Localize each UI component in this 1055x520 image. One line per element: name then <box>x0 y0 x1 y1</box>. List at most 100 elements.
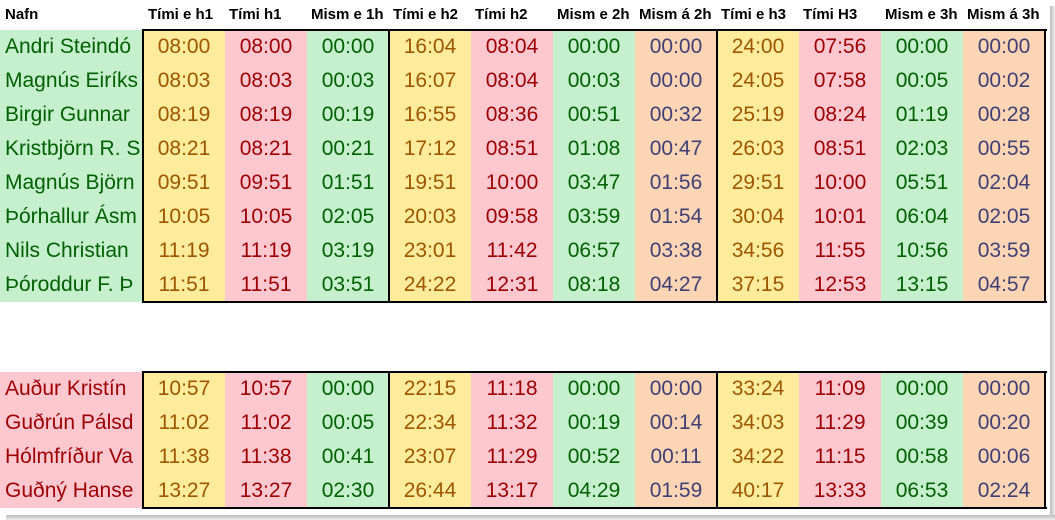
time-cell[interactable]: 00:20 <box>963 406 1045 440</box>
time-cell[interactable]: 02:30 <box>307 474 389 508</box>
time-cell[interactable]: 11:51 <box>143 268 225 302</box>
time-cell[interactable]: 00:06 <box>963 440 1045 474</box>
time-cell[interactable]: 24:22 <box>389 268 471 302</box>
time-cell[interactable]: 11:51 <box>225 268 307 302</box>
time-cell[interactable]: 34:03 <box>717 406 799 440</box>
time-cell[interactable]: 00:03 <box>553 64 635 98</box>
time-cell[interactable]: 00:00 <box>635 30 717 64</box>
time-cell[interactable]: 11:15 <box>799 440 881 474</box>
time-cell[interactable]: 00:41 <box>307 440 389 474</box>
time-cell[interactable]: 00:00 <box>881 30 963 64</box>
name-cell[interactable]: Andri Steindó <box>0 30 143 64</box>
time-cell[interactable]: 00:52 <box>553 440 635 474</box>
time-cell[interactable]: 10:00 <box>471 166 553 200</box>
time-cell[interactable]: 22:34 <box>389 406 471 440</box>
time-cell[interactable]: 00:00 <box>553 30 635 64</box>
time-cell[interactable]: 00:47 <box>635 132 717 166</box>
time-cell[interactable]: 00:39 <box>881 406 963 440</box>
time-cell[interactable]: 13:33 <box>799 474 881 508</box>
time-cell[interactable]: 05:51 <box>881 166 963 200</box>
time-cell[interactable]: 00:19 <box>553 406 635 440</box>
time-cell[interactable]: 33:24 <box>717 372 799 406</box>
time-cell[interactable]: 01:08 <box>553 132 635 166</box>
name-cell[interactable]: Nils Christian <box>0 234 143 268</box>
time-cell[interactable]: 04:57 <box>963 268 1045 302</box>
name-cell[interactable]: Magnús Eiríks <box>0 64 143 98</box>
time-cell[interactable]: 11:19 <box>225 234 307 268</box>
time-cell[interactable]: 00:03 <box>307 64 389 98</box>
time-cell[interactable]: 01:56 <box>635 166 717 200</box>
time-cell[interactable]: 00:00 <box>635 64 717 98</box>
time-cell[interactable]: 00:00 <box>881 372 963 406</box>
time-cell[interactable]: 00:11 <box>635 440 717 474</box>
time-cell[interactable]: 11:02 <box>225 406 307 440</box>
time-cell[interactable]: 01:59 <box>635 474 717 508</box>
time-cell[interactable]: 03:47 <box>553 166 635 200</box>
time-cell[interactable]: 08:36 <box>471 98 553 132</box>
time-cell[interactable]: 03:38 <box>635 234 717 268</box>
time-cell[interactable]: 07:58 <box>799 64 881 98</box>
time-cell[interactable]: 01:19 <box>881 98 963 132</box>
time-cell[interactable]: 08:51 <box>471 132 553 166</box>
time-cell[interactable]: 08:04 <box>471 30 553 64</box>
time-cell[interactable]: 20:03 <box>389 200 471 234</box>
time-cell[interactable]: 24:00 <box>717 30 799 64</box>
time-cell[interactable]: 10:57 <box>143 372 225 406</box>
time-cell[interactable]: 16:07 <box>389 64 471 98</box>
time-cell[interactable]: 13:27 <box>143 474 225 508</box>
time-cell[interactable]: 11:19 <box>143 234 225 268</box>
time-cell[interactable]: 02:24 <box>963 474 1045 508</box>
time-cell[interactable]: 12:31 <box>471 268 553 302</box>
time-cell[interactable]: 17:12 <box>389 132 471 166</box>
time-cell[interactable]: 00:05 <box>881 64 963 98</box>
time-cell[interactable]: 08:19 <box>225 98 307 132</box>
time-cell[interactable]: 11:29 <box>471 440 553 474</box>
time-cell[interactable]: 34:56 <box>717 234 799 268</box>
name-cell[interactable]: Magnús Björn <box>0 166 143 200</box>
time-cell[interactable]: 00:14 <box>635 406 717 440</box>
time-cell[interactable]: 11:18 <box>471 372 553 406</box>
time-cell[interactable]: 07:56 <box>799 30 881 64</box>
time-cell[interactable]: 10:57 <box>225 372 307 406</box>
time-cell[interactable]: 08:00 <box>225 30 307 64</box>
time-cell[interactable]: 13:17 <box>471 474 553 508</box>
time-cell[interactable]: 03:59 <box>963 234 1045 268</box>
time-cell[interactable]: 16:55 <box>389 98 471 132</box>
time-cell[interactable]: 00:21 <box>307 132 389 166</box>
time-cell[interactable]: 03:19 <box>307 234 389 268</box>
time-cell[interactable]: 29:51 <box>717 166 799 200</box>
time-cell[interactable]: 10:00 <box>799 166 881 200</box>
time-cell[interactable]: 08:03 <box>143 64 225 98</box>
time-cell[interactable]: 10:05 <box>225 200 307 234</box>
name-cell[interactable]: Guðrún Pálsd <box>0 406 143 440</box>
time-cell[interactable]: 12:53 <box>799 268 881 302</box>
time-cell[interactable]: 09:58 <box>471 200 553 234</box>
time-cell[interactable]: 11:38 <box>143 440 225 474</box>
name-cell[interactable]: Hólmfríður Va <box>0 440 143 474</box>
time-cell[interactable]: 16:04 <box>389 30 471 64</box>
time-cell[interactable]: 10:56 <box>881 234 963 268</box>
time-cell[interactable]: 11:32 <box>471 406 553 440</box>
time-cell[interactable]: 23:01 <box>389 234 471 268</box>
time-cell[interactable]: 10:01 <box>799 200 881 234</box>
time-cell[interactable]: 00:32 <box>635 98 717 132</box>
time-cell[interactable]: 04:27 <box>635 268 717 302</box>
time-cell[interactable]: 34:22 <box>717 440 799 474</box>
time-cell[interactable]: 03:59 <box>553 200 635 234</box>
time-cell[interactable]: 08:03 <box>225 64 307 98</box>
time-cell[interactable]: 11:55 <box>799 234 881 268</box>
time-cell[interactable]: 00:05 <box>307 406 389 440</box>
name-cell[interactable]: Auður Kristín <box>0 372 143 406</box>
time-cell[interactable]: 00:51 <box>553 98 635 132</box>
time-cell[interactable]: 11:42 <box>471 234 553 268</box>
time-cell[interactable]: 08:51 <box>799 132 881 166</box>
time-cell[interactable]: 08:00 <box>143 30 225 64</box>
time-cell[interactable]: 13:15 <box>881 268 963 302</box>
time-cell[interactable]: 00:19 <box>307 98 389 132</box>
time-cell[interactable]: 26:03 <box>717 132 799 166</box>
time-cell[interactable]: 11:02 <box>143 406 225 440</box>
time-cell[interactable]: 09:51 <box>225 166 307 200</box>
time-cell[interactable]: 02:05 <box>963 200 1045 234</box>
time-cell[interactable]: 37:15 <box>717 268 799 302</box>
time-cell[interactable]: 13:27 <box>225 474 307 508</box>
